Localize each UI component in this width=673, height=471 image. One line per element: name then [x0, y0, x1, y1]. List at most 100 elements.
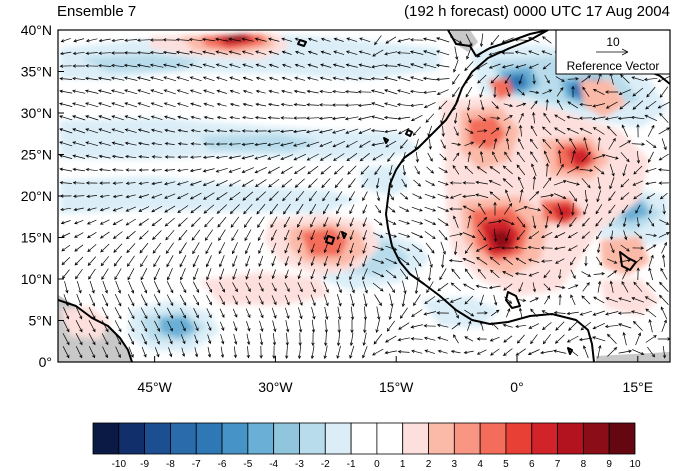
wind-vector-arrow [295, 190, 305, 202]
wind-vector-arrow [180, 334, 186, 345]
wind-vector-arrow [271, 255, 277, 267]
wind-vector-arrow [410, 103, 424, 108]
wind-vector-arrow [644, 296, 657, 304]
wind-vector-arrow [441, 125, 445, 137]
wind-vector-arrow [190, 142, 201, 146]
wind-vector-arrow [216, 102, 227, 107]
wind-vector-arrow [464, 165, 474, 174]
wind-vector-arrow [219, 255, 225, 268]
wind-vector-arrow [383, 76, 398, 81]
wind-vector-arrow [164, 193, 176, 199]
wind-vector-arrow [409, 89, 424, 94]
wind-vector-arrow [475, 180, 488, 185]
wind-vector-arrow [371, 115, 385, 120]
wind-vector-arrow [659, 112, 669, 123]
wind-vector-arrow [306, 76, 319, 81]
wind-vector-arrow [243, 203, 253, 215]
wind-vector-arrow [164, 205, 176, 213]
wind-vector-arrow [397, 76, 411, 82]
wind-vector-arrow [111, 115, 125, 121]
wind-vector-arrow [532, 175, 537, 190]
wind-vector-arrow [541, 259, 553, 263]
wind-vector-arrow [112, 168, 124, 172]
wind-vector-arrow [206, 321, 212, 332]
wind-vector-arrow [73, 207, 84, 212]
wind-vector-arrow [361, 178, 369, 189]
wind-vector-arrow [100, 256, 110, 267]
wind-vector-arrow [168, 347, 173, 358]
wind-vector-arrow [449, 232, 464, 237]
wind-vector-arrow [464, 141, 475, 147]
wind-vector-arrow [399, 268, 409, 280]
wind-vector-arrow [177, 115, 189, 120]
wind-vector-arrow [502, 271, 514, 277]
wind-vector-arrow [362, 229, 367, 241]
wind-vector-arrow [136, 51, 151, 55]
wind-vector-arrow [630, 115, 645, 120]
wind-vector-arrow [268, 89, 279, 94]
wind-vector-arrow [201, 37, 216, 42]
wind-vector-arrow [245, 242, 251, 255]
wind-vector-arrow [62, 333, 70, 346]
wind-vector-arrow [323, 256, 328, 267]
wind-vector-arrow [476, 166, 487, 174]
wind-vector-arrow [228, 179, 241, 187]
wind-vector-arrow [128, 346, 134, 358]
wind-vector-arrow [164, 181, 176, 186]
wind-vector-arrow [465, 34, 473, 47]
wind-vector-arrow [503, 103, 514, 108]
wind-vector-arrow [505, 189, 511, 203]
wind-vector-arrow [164, 128, 176, 133]
wind-vector-arrow [620, 74, 630, 84]
wind-vector-arrow [540, 193, 555, 198]
wind-vector-arrow [281, 50, 292, 55]
wind-vector-arrow [101, 268, 109, 280]
wind-vector-arrow [150, 115, 163, 121]
wind-vector-arrow [622, 331, 627, 346]
wind-vector-arrow [319, 89, 333, 94]
wind-vector-arrow [149, 38, 164, 42]
wind-vector-arrow [370, 76, 385, 81]
wind-vector-arrow [202, 63, 215, 69]
wind-vector-arrow [597, 176, 602, 190]
wind-vector-arrow [86, 194, 98, 198]
wind-vector-arrow [310, 345, 315, 360]
wind-vector-arrow [659, 219, 670, 225]
wind-vector-arrow [592, 127, 605, 135]
wind-vector-arrow [110, 89, 125, 95]
wind-vector-arrow [605, 155, 619, 160]
lat-tick-label: 25°N [21, 147, 52, 163]
wind-vector-arrow [98, 64, 112, 68]
wind-vector-arrow [633, 165, 643, 175]
wind-vector-arrow [138, 194, 150, 199]
wind-vector-arrow [363, 293, 368, 308]
wind-vector-arrow [297, 243, 302, 254]
wind-vector-arrow [617, 311, 632, 315]
wind-vector-arrow [592, 103, 606, 108]
wind-vector-arrow [582, 244, 590, 253]
wind-vector-arrow [297, 282, 303, 293]
wind-vector-arrow [661, 254, 666, 268]
colorbar-swatch [608, 422, 636, 455]
wind-vector-arrow [164, 142, 175, 146]
wind-vector-arrow [323, 243, 328, 254]
wind-vector-arrow [529, 138, 538, 150]
wind-vector-arrow [454, 46, 459, 61]
wind-vector-arrow [410, 114, 423, 122]
wind-vector-arrow [553, 349, 567, 354]
wind-vector-arrow [518, 74, 523, 85]
wind-vector-arrow [180, 307, 186, 319]
wind-vector-arrow [297, 294, 303, 306]
wind-vector-arrow [297, 345, 302, 360]
wind-vector-arrow [570, 294, 576, 306]
wind-vector-arrow [529, 297, 539, 303]
wind-vector-arrow [632, 87, 644, 97]
lon-tick-label: 30°W [258, 379, 293, 395]
wind-vector-arrow [425, 180, 436, 186]
wind-vector-arrow [219, 295, 225, 306]
wind-vector-arrow [284, 282, 290, 293]
wind-vector-arrow [179, 281, 187, 294]
wind-vector-arrow [462, 232, 476, 239]
wind-vector-arrow [514, 245, 527, 250]
wind-vector-arrow [322, 191, 330, 202]
